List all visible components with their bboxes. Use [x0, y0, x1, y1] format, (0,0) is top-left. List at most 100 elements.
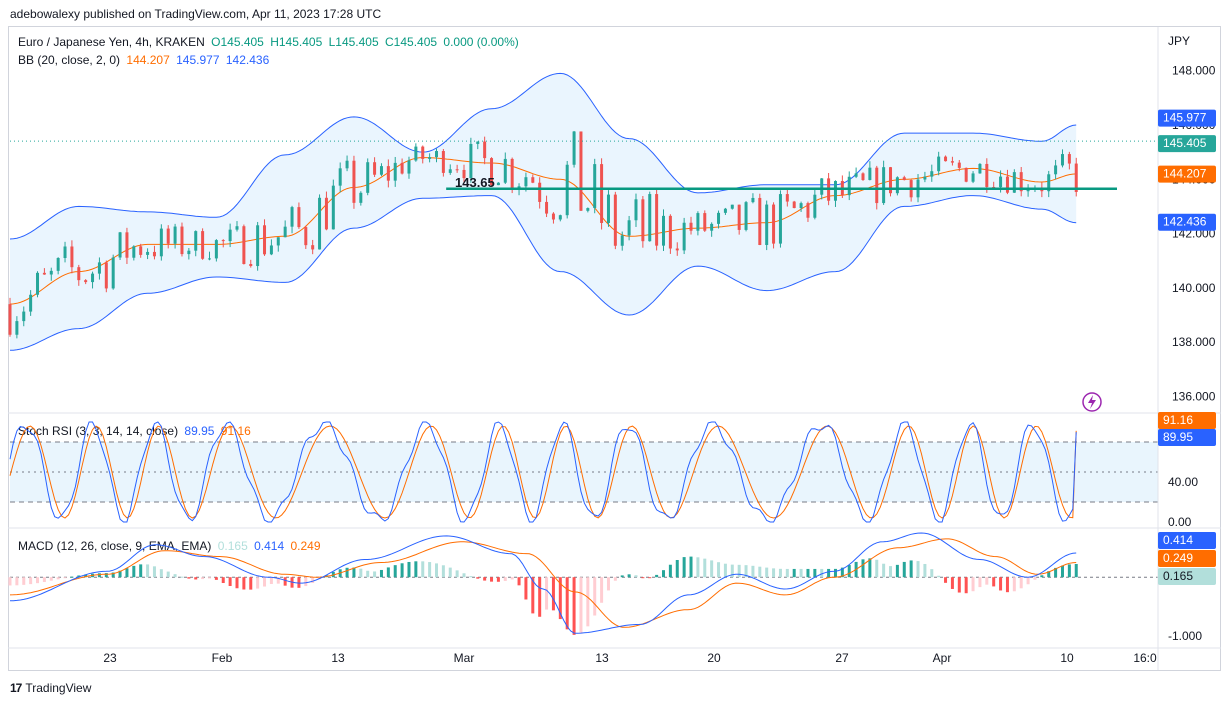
macd-histogram-bar — [428, 562, 432, 578]
candle-body — [655, 194, 659, 246]
macd-histogram-bar — [737, 564, 741, 578]
stoch-label[interactable]: Stoch RSI (3, 3, 14, 14, close) — [18, 424, 179, 438]
time-tick: 13 — [595, 651, 609, 665]
badge-stoch-d-bg — [1158, 412, 1216, 429]
badge-bb-lower-bg — [1158, 213, 1216, 231]
high-value: H145.405 — [270, 35, 323, 49]
macd-histogram-bar — [111, 572, 115, 578]
macd-histogram-bar — [579, 577, 583, 634]
stoch-tick: 40.00 — [1168, 475, 1198, 489]
macd-histogram-bar — [462, 573, 466, 578]
candle-body — [345, 160, 349, 169]
tradingview-logo-icon: 17 — [10, 681, 22, 695]
macd-histogram-bar — [606, 577, 610, 591]
macd-tick: -1.000 — [1168, 629, 1202, 643]
candle-body — [15, 321, 19, 335]
stoch-legend: Stoch RSI (3, 3, 14, 14, close) 89.95 91… — [18, 424, 254, 438]
candle-body — [104, 262, 108, 289]
candle-body — [1026, 189, 1030, 192]
candle-body — [8, 304, 12, 335]
macd-histogram-bar — [421, 561, 425, 578]
stoch-d-line — [9, 425, 1077, 519]
macd-histogram-bar — [758, 566, 762, 578]
candle-body — [627, 220, 631, 236]
candle-body — [428, 157, 432, 159]
macd-histogram-bar — [8, 577, 12, 586]
candle-body — [166, 228, 170, 244]
candle-body — [703, 213, 707, 231]
candle-body — [455, 169, 459, 171]
candle-body — [29, 294, 33, 312]
badge-bb-lower: 142.436 — [1158, 213, 1216, 231]
candle-body — [930, 171, 934, 177]
candle-body — [895, 177, 899, 194]
macd-histogram-bar — [311, 577, 315, 583]
candle-body — [125, 232, 129, 258]
macd-histogram-bar — [978, 577, 982, 588]
candle-body — [42, 272, 46, 275]
candle-body — [510, 158, 514, 189]
candle-body — [269, 245, 273, 255]
macd-histogram-bar — [847, 565, 851, 578]
macd-histogram-bar — [662, 570, 666, 578]
candle-body — [490, 158, 494, 186]
symbol-title[interactable]: Euro / Japanese Yen, 4h, KRAKEN — [18, 35, 205, 49]
macd-histogram-bar — [957, 577, 961, 593]
open-value: O145.405 — [211, 35, 264, 49]
badge-signal-bg — [1158, 550, 1216, 567]
candle-body — [386, 166, 390, 181]
macd-histogram-bar — [434, 563, 438, 578]
candle-body — [36, 272, 40, 295]
candle-body — [503, 158, 507, 183]
candle-body — [696, 213, 700, 231]
candle-body — [758, 197, 762, 245]
candle-body — [331, 185, 335, 230]
candle-body — [256, 225, 260, 267]
candle-body — [421, 146, 425, 159]
macd-signal-value: 0.249 — [290, 539, 321, 553]
time-tick: 23 — [103, 651, 117, 665]
macd-histogram-bar — [1060, 565, 1064, 578]
macd-histogram-bar — [730, 564, 734, 578]
badge-bb-upper: 145.977 — [1158, 109, 1216, 127]
stoch-band-fill — [10, 442, 1158, 502]
candle-body — [668, 215, 672, 249]
macd-histogram-bar — [407, 561, 411, 578]
macd-histogram-bar — [827, 568, 831, 578]
candle-body — [249, 264, 253, 267]
macd-histogram-bar — [207, 577, 211, 579]
candle-body — [751, 197, 755, 203]
candle-body — [228, 229, 232, 242]
candle-body — [1054, 165, 1058, 175]
candle-body — [441, 151, 445, 173]
candle-body — [304, 227, 308, 246]
macd-histogram-bar — [36, 577, 40, 584]
macd-histogram-bar — [441, 565, 445, 578]
candle-body — [538, 182, 542, 202]
candle-body — [297, 207, 301, 228]
candle-body — [407, 160, 411, 174]
support-label: 143.65 — [455, 175, 495, 190]
macd-histogram-bar — [352, 567, 356, 578]
bb-label[interactable]: BB (20, close, 2, 0) — [18, 53, 121, 67]
candle-body — [483, 141, 487, 159]
candle-body — [1005, 176, 1009, 193]
macd-histogram-bar — [620, 575, 624, 578]
macd-histogram-bar — [1033, 577, 1037, 580]
candle-body — [373, 162, 377, 175]
macd-label[interactable]: MACD (12, 26, close, 9, EMA, EMA) — [18, 539, 212, 553]
macd-histogram-bar — [386, 567, 390, 578]
candle-body — [462, 169, 466, 179]
macd-histogram-bar — [655, 574, 659, 578]
macd-histogram-bar — [359, 568, 363, 578]
macd-histogram-bar — [675, 559, 679, 578]
badge-stoch-k-text: 89.95 — [1163, 430, 1193, 444]
badge-macd-text: 0.414 — [1163, 533, 1193, 547]
candle-body — [778, 194, 782, 244]
macd-histogram-bar — [765, 567, 769, 578]
macd-line-value: 0.414 — [254, 539, 285, 553]
time-tick: Mar — [454, 651, 475, 665]
footer[interactable]: 17 TradingView — [10, 681, 91, 695]
macd-histogram-bar — [180, 576, 184, 578]
